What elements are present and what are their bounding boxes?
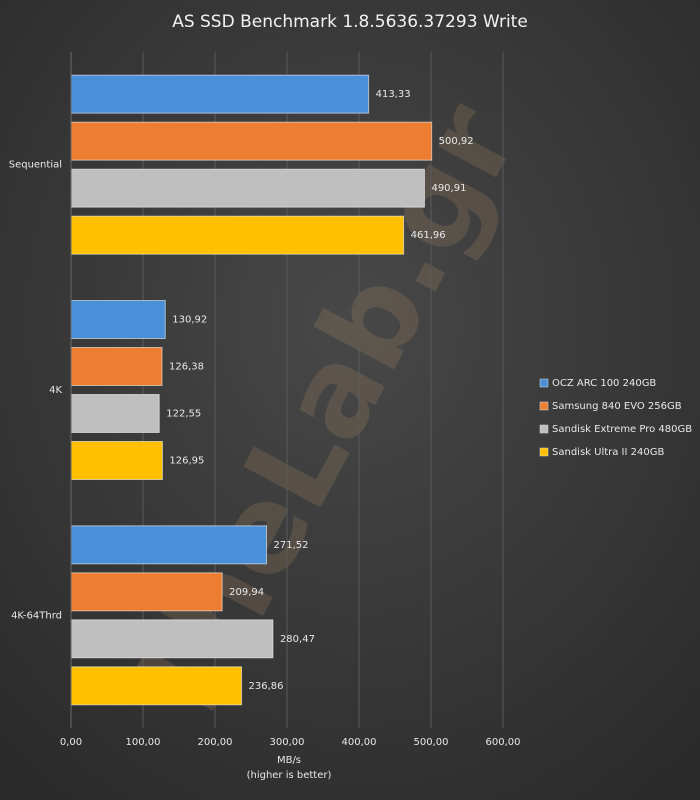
bar (70, 394, 160, 433)
legend-swatch (539, 378, 549, 388)
legend-label: Samsung 840 EVO 256GB (552, 401, 682, 412)
chart-title: AS SSD Benchmark 1.8.5636.37293 Write (172, 12, 528, 32)
value-label: 126,38 (169, 362, 204, 373)
bar (70, 215, 405, 255)
x-tick-label: 100,00 (126, 737, 161, 748)
value-label: 500,92 (439, 136, 474, 147)
value-label: 236,86 (249, 681, 284, 692)
value-label: 461,96 (411, 230, 446, 241)
x-axis-label: MB/s (277, 755, 301, 766)
x-tick-label: 400,00 (342, 737, 377, 748)
value-label: 122,55 (166, 409, 201, 420)
legend-label: OCZ ARC 100 240GB (552, 378, 656, 389)
x-tick-label: 500,00 (414, 737, 449, 748)
legend-swatch (539, 424, 549, 434)
bar (70, 619, 274, 659)
value-label: 490,91 (431, 183, 466, 194)
y-tick-label: 4K-64Thrd (11, 610, 62, 621)
x-tick-label: 0,00 (60, 737, 82, 748)
y-tick-label: Sequential (9, 160, 62, 171)
x-tick-label: 600,00 (486, 737, 521, 748)
bar (70, 666, 243, 706)
legend-swatch (539, 447, 549, 457)
x-tick-label: 300,00 (270, 737, 305, 748)
x-axis-note: (higher is better) (247, 770, 332, 781)
bar (70, 572, 223, 612)
value-label: 130,92 (172, 315, 207, 326)
bar (70, 441, 163, 480)
bar (70, 121, 433, 161)
bar (70, 300, 166, 339)
bar (70, 347, 163, 386)
x-tick-label: 200,00 (198, 737, 233, 748)
legend-label: Sandisk Ultra II 240GB (552, 447, 664, 458)
bar (70, 168, 425, 208)
value-label: 126,95 (169, 456, 204, 467)
legend-label: Sandisk Extreme Pro 480GB (552, 424, 692, 435)
bar (70, 525, 267, 565)
value-label: 280,47 (280, 634, 315, 645)
y-tick-label: 4K (49, 385, 62, 396)
value-label: 209,94 (229, 587, 264, 598)
bar (70, 74, 370, 114)
value-label: 271,52 (273, 540, 308, 551)
legend-swatch (539, 401, 549, 411)
value-label: 413,33 (376, 89, 411, 100)
